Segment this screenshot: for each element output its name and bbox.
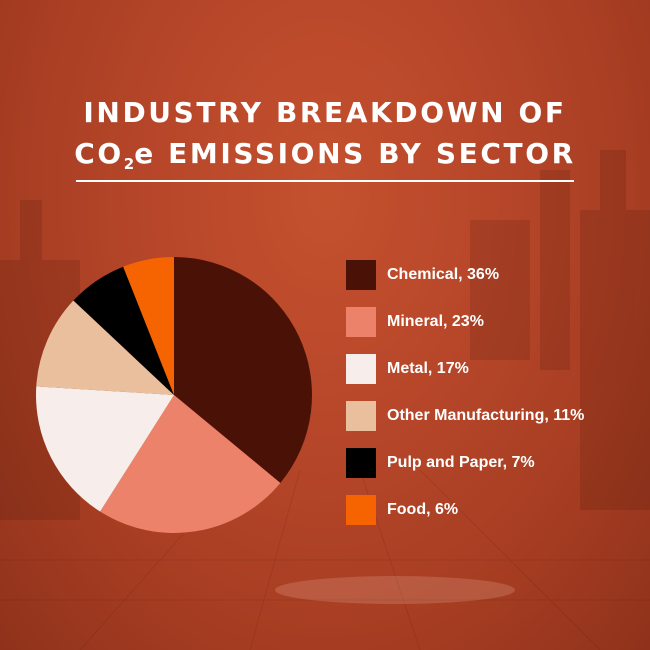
legend-label-pulp-and-paper: Pulp and Paper, 7% (387, 454, 535, 471)
chart-title: INDUSTRY BREAKDOWN OF CO2e EMISSIONS BY … (0, 92, 650, 185)
legend-label-mineral: Mineral, 23% (387, 313, 484, 330)
pie-slice-other-manufacturing (36, 300, 174, 395)
title-line-1: INDUSTRY BREAKDOWN OF (83, 96, 567, 129)
pie-slice-pulp-and-paper (73, 266, 174, 395)
legend-swatch-chemical (346, 260, 376, 290)
title-divider (76, 180, 574, 182)
legend-label-food: Food, 6% (387, 501, 459, 518)
pie-slice-mineral (100, 395, 281, 533)
legend-label-chemical: Chemical, 36% (387, 266, 500, 283)
legend-swatch-pulp-and-paper (346, 448, 376, 478)
legend-label-other-manufacturing: Other Manufacturing, 11% (387, 407, 585, 424)
title-subscript: 2 (123, 155, 135, 173)
pie-slice-chemical (174, 257, 312, 483)
title-co: CO (74, 137, 124, 170)
legend-label-metal: Metal, 17% (387, 360, 469, 377)
legend-swatch-food (346, 495, 376, 525)
pie-slice-food (123, 257, 174, 395)
pie-slice-metal (35, 386, 174, 512)
legend-swatch-other-manufacturing (346, 401, 376, 431)
legend-swatch-mineral (346, 307, 376, 337)
legend-swatch-metal (346, 354, 376, 384)
title-rest: e EMISSIONS BY SECTOR (134, 137, 576, 170)
title-line-2: CO2e EMISSIONS BY SECTOR (0, 133, 650, 185)
